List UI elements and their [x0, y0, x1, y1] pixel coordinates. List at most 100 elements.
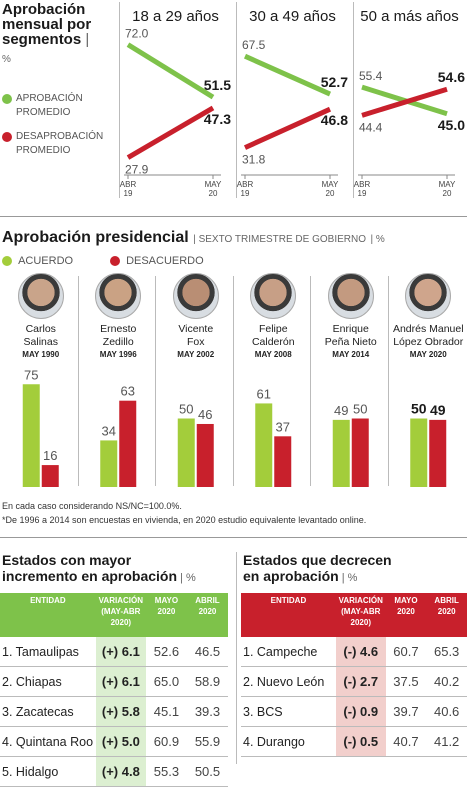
variation: (-) 0.9 [335, 696, 386, 727]
variation: (+) 4.8 [95, 756, 146, 787]
bar-acuerdo [22, 384, 40, 487]
april-value: 40.6 [426, 696, 467, 727]
bar-label: 61 [257, 386, 271, 401]
table-header-row: ENTIDAD VARIACIÓN (MAY-ABR 2020) MAYO 2020… [0, 593, 228, 637]
x-tick-label: 20 [326, 189, 335, 198]
president-date: MAY 2020 [409, 350, 447, 359]
april-value: 55.9 [186, 726, 228, 757]
variation: (+) 6.1 [95, 637, 146, 667]
president-date: MAY 2002 [177, 350, 215, 359]
x-tick-label: MAY [439, 180, 456, 189]
president-name: Felipe Calderón [251, 323, 295, 348]
may-value: 55.3 [145, 756, 187, 787]
column-header: VARIACIÓN (MAY-ABR 2020) [335, 593, 386, 637]
table-row: 2. Chiapas (+) 6.1 65.0 58.9 [0, 666, 228, 697]
president-column: Enrique Peña Nieto MAY 2014 [313, 273, 389, 359]
bar-label: 16 [43, 448, 57, 463]
disapproval-line [126, 105, 215, 160]
legend-item-approval: APROBACIÓN PROMEDIO [2, 92, 117, 120]
variation: (-) 4.6 [335, 637, 386, 667]
data-label: 31.8 [242, 153, 266, 167]
x-tick-label: MAY [205, 180, 222, 189]
table-row: 4. Quintana Roo (+) 5.0 60.9 55.9 [0, 726, 228, 757]
column-header: ENTIDAD [0, 593, 96, 637]
april-value: 41.2 [426, 726, 467, 757]
bar-label: 34 [102, 423, 116, 438]
bar-desacuerdo [274, 436, 292, 487]
legend-dot-red-icon [2, 132, 12, 142]
x-tick-label: ABR [354, 180, 371, 189]
president-photo [95, 273, 142, 319]
segment-unit: % [2, 54, 11, 65]
disapproval-line [243, 106, 332, 150]
column-header: MAYO 2020 [145, 593, 187, 637]
may-value: 60.9 [145, 726, 187, 757]
panel-title: 30 a 49 años [249, 8, 336, 25]
april-value: 50.5 [186, 756, 228, 787]
bar-desacuerdo [351, 418, 369, 487]
presidential-header: Aprobación presidencial | SEXTO TRIMESTR… [2, 229, 385, 246]
table-down-title: Estados que decrecen en aprobación | % [243, 552, 392, 584]
bar-label: 50 [353, 402, 367, 417]
legend-item-disapproval: DESAPROBACIÓN PROMEDIO [2, 130, 117, 158]
april-value: 40.2 [426, 666, 467, 697]
bar-acuerdo [177, 418, 195, 487]
president-column: Felipe Calderón MAY 2008 [235, 273, 311, 359]
table-row: 3. Zacatecas (+) 5.8 45.1 39.3 [0, 696, 228, 727]
president-column: Andrés Manuel López Obrador MAY 2020 [390, 273, 466, 359]
may-value: 40.7 [385, 726, 427, 757]
table-row: 5. Hidalgo (+) 4.8 55.3 50.5 [0, 756, 228, 787]
state-name: 3. BCS [241, 696, 336, 727]
president-column: Carlos Salinas MAY 1990 [3, 273, 79, 359]
data-label: 72.0 [125, 27, 149, 41]
approval-line [243, 53, 332, 97]
bar-acuerdo [332, 419, 350, 487]
disapproval-line [361, 86, 448, 118]
president-column: Ernesto Zedillo MAY 1996 [80, 273, 156, 359]
footnotes: En cada caso considerando NS/NC=100.0%. … [2, 501, 367, 525]
table-row: 4. Durango (-) 0.5 40.7 41.2 [241, 726, 467, 757]
table-header-row: ENTIDAD VARIACIÓN (MAY-ABR 2020) MAYO 2020… [241, 593, 467, 637]
table-row: 2. Nuevo León (-) 2.7 37.5 40.2 [241, 666, 467, 697]
bar-acuerdo [410, 418, 428, 487]
segment-line-charts: 18 a 29 añosABR19MAY2072.051.527.947.330… [120, 8, 465, 198]
president-column: Vicente Fox MAY 2002 [158, 273, 234, 359]
president-name: Enrique Peña Nieto [324, 323, 377, 348]
data-label: 46.8 [321, 112, 348, 128]
table-down: ENTIDAD VARIACIÓN (MAY-ABR 2020) MAYO 2020… [241, 593, 467, 757]
state-name: 4. Durango [241, 726, 336, 757]
president-photo [17, 273, 64, 319]
may-value: 52.6 [145, 637, 187, 667]
segment-legend: APROBACIÓN PROMEDIO DESAPROBACIÓN PROMED… [2, 92, 117, 158]
variation: (+) 6.1 [95, 666, 146, 697]
variation: (-) 0.5 [335, 726, 386, 757]
president-name: Andrés Manuel López Obrador [392, 323, 464, 348]
president-photo [172, 273, 219, 319]
april-value: 65.3 [426, 637, 467, 667]
bar-label: 50 [411, 401, 427, 417]
president-date: MAY 1996 [99, 350, 137, 359]
presidential-legend-2: DESACUERDO [110, 255, 204, 267]
x-tick-label: 20 [209, 189, 218, 198]
table-up: ENTIDAD VARIACIÓN (MAY-ABR 2020) MAYO 2020… [0, 593, 228, 787]
may-value: 60.7 [385, 637, 427, 667]
data-label: 51.5 [204, 77, 231, 93]
variation: (+) 5.0 [95, 726, 146, 757]
table-up-title: Estados con mayor incremento en aprobaci… [2, 552, 196, 584]
column-header: ENTIDAD [241, 593, 336, 637]
data-label: 44.4 [359, 120, 383, 134]
april-value: 39.3 [186, 696, 228, 727]
president-name: Carlos Salinas [23, 323, 58, 348]
legend-dot-green-icon [2, 256, 12, 267]
bar-label: 49 [334, 403, 348, 418]
state-name: 5. Hidalgo [0, 756, 96, 787]
x-tick-label: 19 [124, 189, 133, 198]
presidential-legend: ACUERDO [2, 255, 73, 267]
bar-desacuerdo [429, 419, 447, 487]
data-label: 55.4 [359, 69, 383, 83]
panel-title: 50 a más años [360, 8, 458, 25]
data-label: 45.0 [438, 117, 465, 133]
president-photo [405, 273, 452, 319]
president-name: Vicente Fox [178, 323, 214, 348]
april-value: 58.9 [186, 666, 228, 697]
